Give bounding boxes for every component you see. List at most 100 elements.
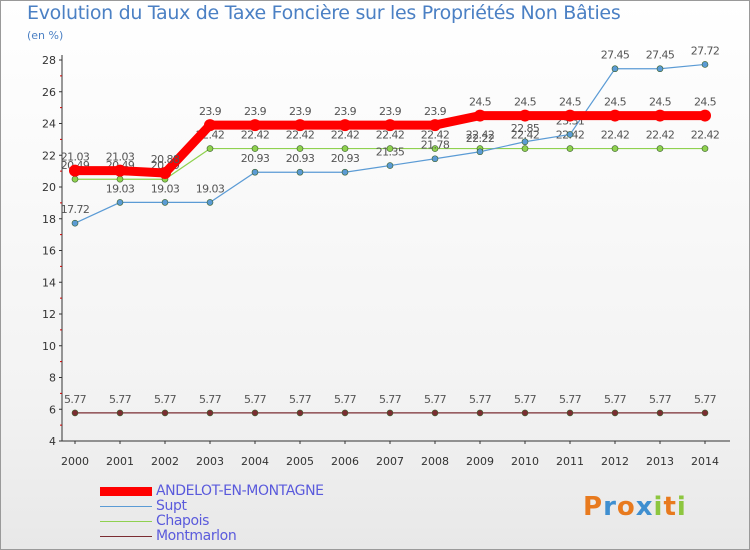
series-2-label-2004: 22.42 — [241, 129, 270, 142]
series-1-point-2014 — [701, 61, 709, 68]
series-0-point-2011 — [564, 109, 576, 122]
series-3-point-2000 — [71, 409, 79, 417]
series-0-point-2000 — [69, 164, 81, 177]
series-0-label-2014: 24.5 — [694, 96, 717, 109]
series-3-point-2013 — [656, 409, 664, 417]
series-0-label-2005: 23.9 — [289, 105, 312, 118]
series-3-point-2006 — [341, 409, 349, 417]
series-0-label-2007: 23.9 — [379, 105, 402, 118]
x-tick-label-2009: 2009 — [466, 455, 494, 468]
series-3-point-2005 — [296, 409, 304, 417]
series-1-point-2007 — [386, 162, 394, 169]
series-3-point-2010 — [521, 409, 529, 417]
series-1-point-2013 — [656, 65, 664, 73]
series-3-label-2003: 5.77 — [199, 393, 222, 406]
series-0-point-2002 — [159, 167, 171, 180]
series-1-label-2009: 22.22 — [466, 132, 495, 145]
series-0-label-2011: 24.5 — [559, 96, 582, 109]
x-tick-label-2013: 2013 — [646, 455, 674, 468]
logo-letter-0: P — [583, 492, 604, 522]
series-1-label-2002: 19.03 — [151, 182, 180, 195]
series-2-point-2006 — [341, 145, 349, 152]
series-2-point-2012 — [611, 145, 619, 152]
series-0-label-2009: 24.5 — [469, 96, 492, 109]
series-3-label-2002: 5.77 — [154, 393, 177, 406]
x-tick-label-2005: 2005 — [286, 455, 314, 468]
series-2-point-2013 — [656, 145, 664, 152]
logo-letter-6: i — [676, 492, 687, 522]
series-3-label-2010: 5.77 — [514, 393, 537, 406]
series-1-label-2007: 21.35 — [376, 146, 405, 159]
series-1-label-2010: 22.85 — [511, 122, 540, 135]
series-3-label-2008: 5.77 — [424, 393, 447, 406]
series-1-label-2008: 21.78 — [421, 139, 450, 152]
x-tick-label-2003: 2003 — [196, 455, 224, 468]
series-1-label-2014: 27.72 — [691, 44, 720, 57]
x-tick-label-2008: 2008 — [421, 455, 449, 468]
series-2-point-2007 — [386, 145, 394, 152]
series-3-label-2004: 5.77 — [244, 393, 267, 406]
y-tick-label-6: 6 — [49, 403, 56, 416]
series-0-point-2006 — [339, 119, 351, 132]
legend-swatch-montmarlon — [100, 536, 152, 537]
series-1-point-2006 — [341, 168, 349, 176]
series-1-label-2003: 19.03 — [196, 182, 225, 195]
x-tick-label-2007: 2007 — [376, 455, 404, 468]
series-3-label-2007: 5.77 — [379, 393, 402, 406]
legend-label-supt: Supt — [156, 498, 187, 514]
series-0-label-2004: 23.9 — [244, 105, 267, 118]
series-1-label-2013: 27.45 — [646, 49, 675, 62]
series-2-point-2000 — [71, 175, 79, 183]
series-3-point-2007 — [386, 409, 394, 417]
series-0-point-2005 — [294, 119, 306, 132]
series-2-label-2006: 22.42 — [331, 129, 360, 142]
y-tick-label-20: 20 — [42, 181, 56, 194]
series-2-point-2008 — [431, 145, 439, 152]
series-1-point-2000 — [71, 219, 79, 227]
series-2-point-2014 — [701, 145, 709, 152]
y-tick-label-8: 8 — [49, 372, 56, 385]
series-1-point-2009 — [476, 148, 484, 156]
x-tick-label-2004: 2004 — [241, 455, 269, 468]
y-tick-label-22: 22 — [42, 149, 56, 162]
x-tick-label-2006: 2006 — [331, 455, 359, 468]
series-0-point-2003 — [204, 119, 216, 132]
series-1-label-2000: 17.72 — [61, 203, 90, 216]
series-1-point-2012 — [611, 65, 619, 73]
series-2-label-2010: 22.42 — [511, 129, 540, 142]
chart-title: Evolution du Taux de Taxe Foncière sur l… — [27, 2, 621, 24]
proxiti-logo: Proxiti — [583, 492, 687, 522]
series-1-point-2002 — [161, 199, 169, 206]
x-tick-label-2014: 2014 — [691, 455, 719, 468]
y-tick-label-14: 14 — [42, 276, 56, 289]
series-3-label-2005: 5.77 — [289, 393, 312, 406]
series-2-label-2008: 22.42 — [421, 129, 450, 142]
series-1-label-2005: 20.93 — [286, 152, 315, 165]
series-3-point-2008 — [431, 409, 439, 417]
series-3-label-2011: 5.77 — [559, 393, 582, 406]
series-1-point-2008 — [431, 155, 439, 163]
series-2-point-2001 — [116, 175, 124, 183]
series-0-label-2012: 24.5 — [604, 96, 627, 109]
series-3-label-2014: 5.77 — [694, 393, 717, 406]
y-tick-label-16: 16 — [42, 245, 56, 258]
x-tick-label-2002: 2002 — [151, 455, 179, 468]
legend-swatch-chapois — [100, 521, 152, 522]
series-1-point-2001 — [116, 199, 124, 206]
series-1-point-2011 — [566, 131, 574, 138]
legend-label-chapois: Chapois — [156, 513, 210, 529]
series-1-point-2005 — [296, 168, 304, 176]
series-0-label-2000: 21.03 — [61, 151, 90, 164]
series-1-label-2006: 20.93 — [331, 152, 360, 165]
series-0-point-2004 — [249, 119, 261, 132]
series-3-point-2014 — [701, 409, 709, 417]
series-0-label-2008: 23.9 — [424, 105, 447, 118]
series-3-point-2009 — [476, 409, 484, 417]
series-0-point-2001 — [114, 164, 126, 177]
x-tick-label-2012: 2012 — [601, 455, 629, 468]
series-2-label-2005: 22.42 — [286, 129, 315, 142]
series-0-label-2002: 20.88 — [151, 153, 180, 166]
legend-label-montmarlon: Montmarlon — [156, 528, 237, 544]
y-tick-label-4: 4 — [49, 435, 56, 448]
series-2-point-2010 — [521, 145, 529, 152]
